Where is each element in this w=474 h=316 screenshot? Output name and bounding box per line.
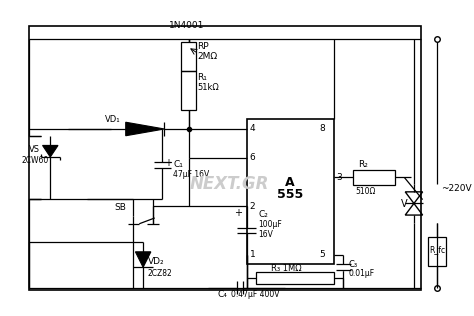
Text: +: + [164, 158, 173, 168]
Text: 1: 1 [249, 250, 255, 259]
Text: RP: RP [197, 42, 209, 51]
Text: A: A [285, 176, 295, 189]
Text: 0.01μF: 0.01μF [348, 269, 374, 278]
Polygon shape [126, 122, 164, 136]
Polygon shape [136, 252, 151, 267]
Text: R₁: R₁ [197, 73, 207, 82]
Text: 6: 6 [249, 153, 255, 162]
Text: 47μF 16V: 47μF 16V [173, 170, 210, 179]
Bar [181, 42, 196, 71]
Bar [246, 119, 334, 264]
Text: VS: VS [29, 145, 40, 155]
Text: ~220V: ~220V [441, 184, 472, 193]
Text: R₂: R₂ [358, 160, 368, 169]
Text: +: + [234, 208, 242, 218]
Text: 51kΩ: 51kΩ [197, 82, 219, 92]
Text: 3: 3 [337, 173, 342, 181]
Text: V: V [401, 199, 408, 209]
Bar [181, 71, 196, 110]
Text: C₂: C₂ [258, 210, 268, 219]
Bar [29, 27, 421, 289]
Text: C₃: C₃ [348, 259, 357, 269]
Text: R_fc: R_fc [429, 245, 446, 254]
Text: 0.47μF 400V: 0.47μF 400V [231, 290, 280, 300]
Text: SB: SB [114, 204, 126, 212]
Text: 1N4001: 1N4001 [169, 21, 205, 30]
Text: 2MΩ: 2MΩ [197, 52, 218, 61]
Bar [428, 237, 446, 266]
Text: 4: 4 [249, 124, 255, 133]
Text: 555: 555 [277, 188, 303, 201]
Polygon shape [43, 145, 58, 157]
Text: R₃ 1MΩ: R₃ 1MΩ [271, 264, 301, 273]
Text: 510Ω: 510Ω [355, 187, 375, 196]
Text: C₄: C₄ [218, 290, 228, 300]
Text: 8: 8 [319, 124, 325, 133]
Text: C₁: C₁ [173, 160, 183, 169]
Text: 5: 5 [319, 250, 325, 259]
Text: NEXT.GR: NEXT.GR [190, 175, 269, 193]
Bar [256, 272, 334, 284]
Text: VD₁: VD₁ [104, 115, 120, 125]
Text: 2CW60: 2CW60 [21, 156, 48, 165]
Text: 100μF: 100μF [258, 220, 282, 229]
Text: 2CZ82: 2CZ82 [148, 269, 173, 278]
Text: VD₂: VD₂ [148, 257, 164, 266]
Text: 2: 2 [249, 202, 255, 210]
Text: 16V: 16V [258, 229, 273, 239]
Bar [353, 170, 394, 185]
